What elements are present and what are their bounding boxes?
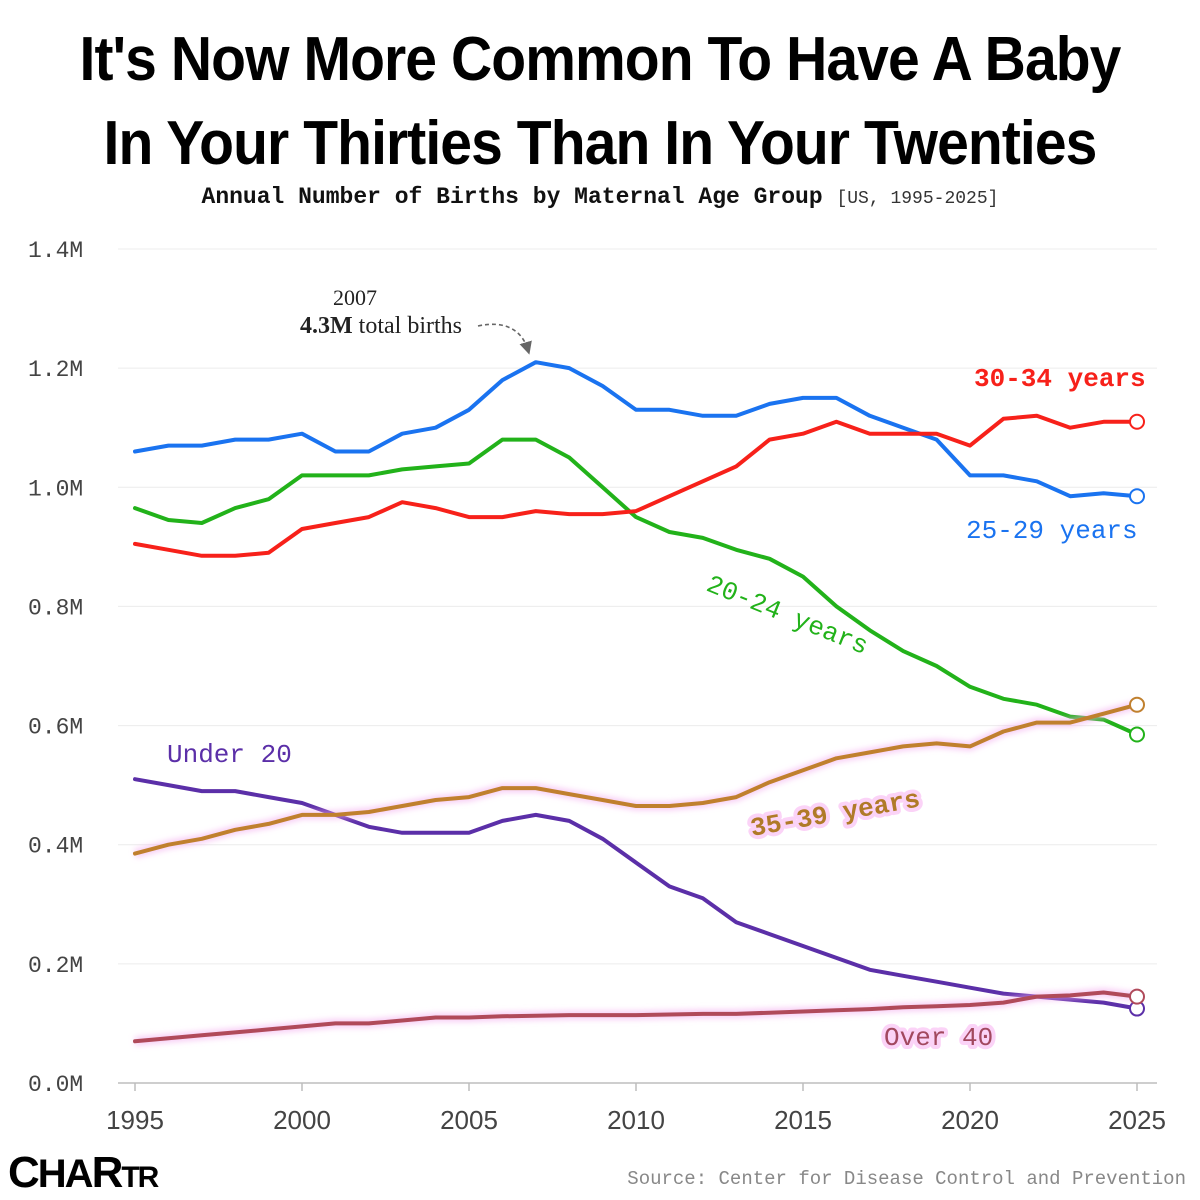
series-line-1 [133, 437, 1139, 737]
annotation-arrow [477, 323, 532, 355]
series-line-2 [133, 360, 1139, 499]
series-label: Under 20 [167, 740, 292, 770]
series-label-halo: Over 40 [884, 1023, 993, 1053]
annotation-bold: 4.3M [300, 313, 353, 339]
y-tick-label: 0.0M [28, 1072, 83, 1098]
annotation-text: 4.3M total births [300, 313, 462, 339]
x-tick-label: 2020 [941, 1105, 999, 1135]
x-tick-label: 2010 [607, 1105, 665, 1135]
chartr-logo: CHARTR [8, 1148, 159, 1197]
source-note: Source: Center for Disease Control and P… [627, 1168, 1186, 1190]
annotation-rest: total births [359, 313, 462, 339]
series-end-marker [1129, 488, 1145, 505]
series-end-marker [1129, 988, 1145, 1005]
x-tick-label: 2000 [273, 1105, 331, 1135]
annotation-2007: 2007 4.3M total births [300, 285, 532, 355]
y-tick-label: 1.4M [28, 238, 83, 264]
chart-title: It's Now More Common To Have A Baby In Y… [48, 18, 1152, 186]
y-tick-label: 1.2M [28, 357, 83, 383]
grid-layer [118, 248, 1157, 965]
y-tick-label: 1.0M [28, 476, 83, 502]
chart-subtitle: Annual Number of Births by Maternal Age … [0, 184, 1200, 210]
series-end-marker [1129, 696, 1145, 713]
series-label: 35-39 years [748, 785, 922, 844]
y-tick-label: 0.8M [28, 595, 83, 621]
axis-layer: 0.0M 0.2M 0.4M 0.6M 0.8M 1.0M 1.2M 1.4M 1995 2000… [28, 238, 1166, 1135]
series-line-5 [133, 990, 1139, 1044]
x-tick-label: 1995 [106, 1105, 164, 1135]
x-tick-label: 2005 [440, 1105, 498, 1135]
series-label: 25-29 years [966, 516, 1138, 546]
x-tick-label: 2025 [1108, 1105, 1166, 1135]
annotation-year: 2007 [333, 285, 377, 310]
series-end-marker [1129, 726, 1145, 743]
series-line-4 [133, 702, 1139, 856]
series-label: Over 40 [884, 1023, 993, 1053]
series-label: 30-34 years [974, 364, 1146, 394]
y-tick-label: 0.2M [28, 953, 83, 979]
x-tick-label: 2015 [774, 1105, 832, 1135]
subtitle-note: [US, 1995-2025] [836, 189, 999, 209]
title-line-2: In Your Thirties Than In Your Twenties [103, 109, 1098, 178]
y-tick-label: 0.4M [28, 834, 83, 860]
subtitle-main: Annual Number of Births by Maternal Age … [201, 184, 823, 210]
y-tick-label: 0.6M [28, 715, 83, 741]
title-line-1: It's Now More Common To Have A Baby [79, 25, 1122, 94]
series-end-marker [1129, 413, 1145, 430]
series-line-3 [133, 413, 1139, 558]
series-glow [133, 700, 1139, 858]
series-line-0 [133, 777, 1139, 1011]
series-layer [133, 360, 1145, 1046]
